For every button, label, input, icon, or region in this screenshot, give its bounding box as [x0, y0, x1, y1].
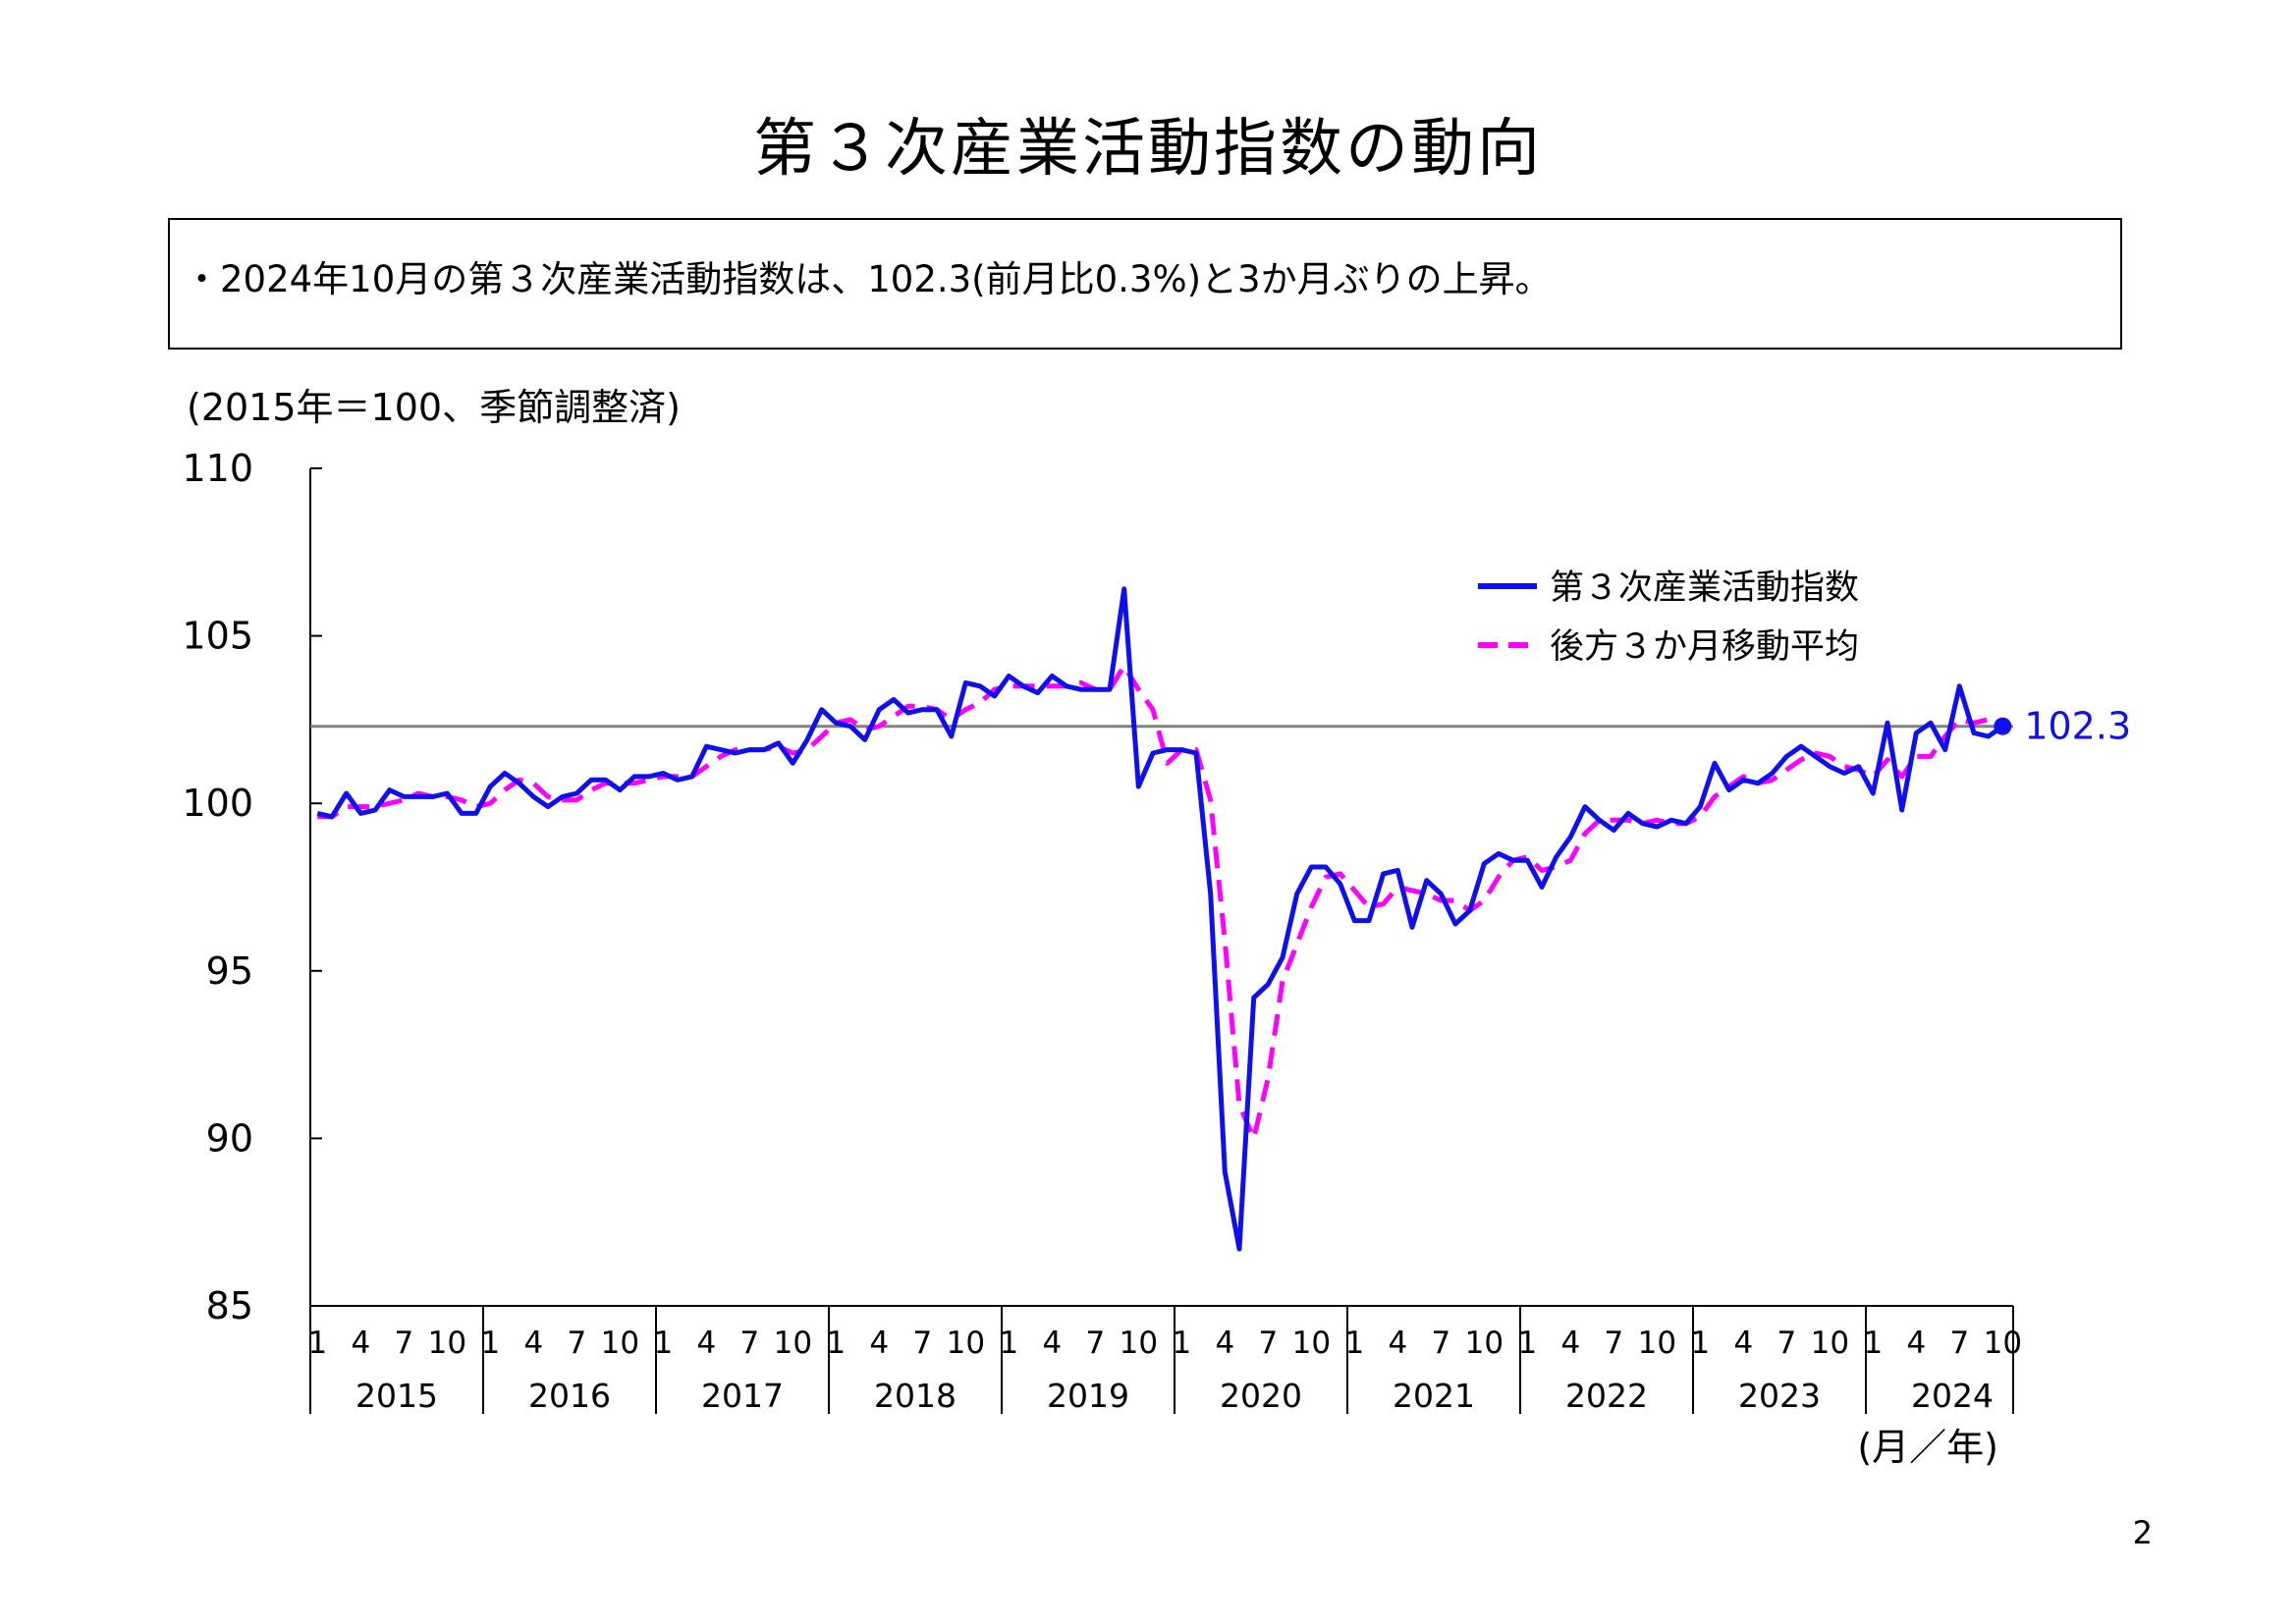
month-tick-label: 7 [1604, 1326, 1623, 1361]
year-label: 2016 [528, 1377, 611, 1415]
month-tick-label: 7 [1258, 1326, 1278, 1361]
year-label: 2018 [874, 1377, 957, 1415]
month-tick-label: 10 [1120, 1326, 1158, 1361]
month-tick-label: 1 [1172, 1326, 1191, 1361]
year-label: 2022 [1565, 1377, 1648, 1415]
month-tick-label: 4 [523, 1326, 543, 1361]
month-tick-label: 4 [1560, 1326, 1580, 1361]
month-tick-label: 1 [1344, 1326, 1364, 1361]
y-tick-label: 105 [182, 615, 253, 658]
month-tick-label: 1 [1863, 1326, 1883, 1361]
month-tick-label: 10 [601, 1326, 639, 1361]
month-tick-label: 1 [826, 1326, 846, 1361]
year-label: 2015 [355, 1377, 438, 1415]
month-tick-label: 7 [1949, 1326, 1969, 1361]
y-tick-label: 110 [182, 447, 253, 490]
year-label: 2021 [1393, 1377, 1475, 1415]
y-tick-label: 100 [182, 782, 253, 825]
series-group: 102.3 [316, 586, 2131, 1252]
last-point-marker [1994, 717, 2012, 735]
summary-text: ・2024年10月の第３次産業活動指数は、102.3(前月比0.3%)と3か月ぶ… [184, 258, 1552, 300]
year-label: 2020 [1220, 1377, 1302, 1415]
month-tick-label: 4 [1906, 1326, 1926, 1361]
summary-box: ・2024年10月の第３次産業活動指数は、102.3(前月比0.3%)と3か月ぶ… [168, 218, 2122, 350]
y-tick-label: 85 [206, 1284, 253, 1327]
month-tick-label: 7 [1431, 1326, 1450, 1361]
unit-note: (2015年＝100、季節調整済) [187, 386, 681, 429]
month-tick-label: 7 [739, 1326, 759, 1361]
year-label: 2023 [1738, 1377, 1821, 1415]
x-axis-label: (月／年) [1857, 1426, 1998, 1469]
month-tick-label: 1 [999, 1326, 1018, 1361]
legend-label-moving-average: 後方３か月移動平均 [1550, 627, 1859, 667]
y-tick-label: 90 [206, 1116, 253, 1160]
month-tick-label: 10 [1638, 1326, 1676, 1361]
moving-average-line [317, 663, 2005, 1141]
month-tick-label: 1 [307, 1326, 327, 1361]
month-tick-label: 10 [947, 1326, 985, 1361]
year-label: 2019 [1047, 1377, 1129, 1415]
month-tick-label: 1 [1517, 1326, 1537, 1361]
month-tick-label: 7 [1777, 1326, 1796, 1361]
month-tick-label: 10 [428, 1326, 466, 1361]
month-tick-label: 10 [1984, 1326, 2022, 1361]
page-title: 第３次産業活動指数の動向 [753, 113, 1543, 186]
month-tick-label: 10 [1811, 1326, 1849, 1361]
year-label: 2024 [1911, 1377, 1994, 1415]
month-tick-label: 4 [351, 1326, 370, 1361]
month-tick-label: 1 [1690, 1326, 1710, 1361]
page-number: 2 [2132, 1514, 2153, 1551]
month-tick-label: 4 [696, 1326, 716, 1361]
month-tick-label: 1 [653, 1326, 673, 1361]
month-tick-label: 4 [869, 1326, 889, 1361]
y-tick-label: 95 [206, 949, 253, 993]
month-tick-label: 7 [1085, 1326, 1105, 1361]
month-tick-label: 10 [1292, 1326, 1331, 1361]
month-tick-label: 7 [394, 1326, 413, 1361]
year-label: 2017 [701, 1377, 784, 1415]
month-tick-label: 7 [912, 1326, 932, 1361]
last-value-label: 102.3 [2024, 705, 2131, 748]
month-tick-label: 4 [1388, 1326, 1407, 1361]
month-tick-label: 4 [1042, 1326, 1062, 1361]
month-tick-label: 10 [1465, 1326, 1503, 1361]
month-tick-label: 10 [774, 1326, 812, 1361]
index-line [316, 586, 2004, 1252]
month-tick-label: 7 [567, 1326, 586, 1361]
month-tick-label: 4 [1215, 1326, 1234, 1361]
legend-label-index: 第３次産業活動指数 [1550, 568, 1859, 608]
month-tick-label: 4 [1733, 1326, 1753, 1361]
legend: 第３次産業活動指数 後方３か月移動平均 [1478, 568, 1859, 667]
month-tick-label: 1 [480, 1326, 500, 1361]
